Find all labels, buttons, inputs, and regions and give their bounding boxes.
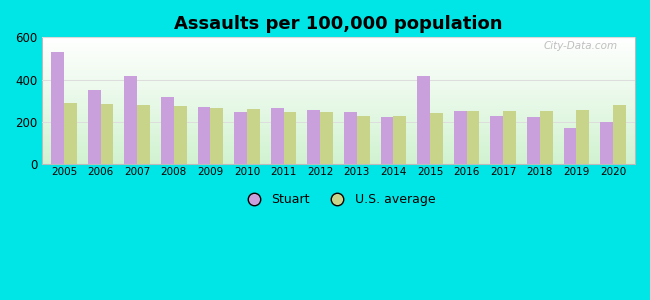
Bar (577, 110, 590, 164)
Text: City-Data.com: City-Data.com (543, 41, 618, 51)
Bar (491, 116, 503, 164)
Bar (357, 116, 370, 164)
Bar (564, 128, 577, 164)
Bar (101, 104, 114, 164)
Bar (124, 76, 137, 164)
Bar (527, 117, 540, 164)
Bar (137, 105, 150, 164)
Bar (467, 111, 480, 164)
Bar (198, 107, 211, 164)
Bar (320, 112, 333, 164)
Bar (88, 90, 101, 164)
Bar (430, 113, 443, 164)
Bar (417, 76, 430, 164)
Bar (613, 105, 626, 164)
Bar (234, 112, 247, 164)
Bar (540, 111, 552, 164)
Bar (381, 117, 393, 164)
Bar (344, 112, 357, 164)
Bar (247, 109, 260, 164)
Bar (161, 97, 174, 164)
Bar (600, 122, 613, 164)
Bar (307, 110, 320, 164)
Bar (454, 111, 467, 164)
Bar (271, 108, 283, 164)
Legend: Stuart, U.S. average: Stuart, U.S. average (237, 188, 441, 211)
Bar (174, 106, 187, 164)
Bar (393, 116, 406, 164)
Title: Assaults per 100,000 population: Assaults per 100,000 population (174, 15, 503, 33)
Bar (503, 111, 516, 164)
Bar (283, 112, 296, 164)
Bar (64, 103, 77, 164)
Bar (211, 108, 223, 164)
Bar (51, 52, 64, 164)
